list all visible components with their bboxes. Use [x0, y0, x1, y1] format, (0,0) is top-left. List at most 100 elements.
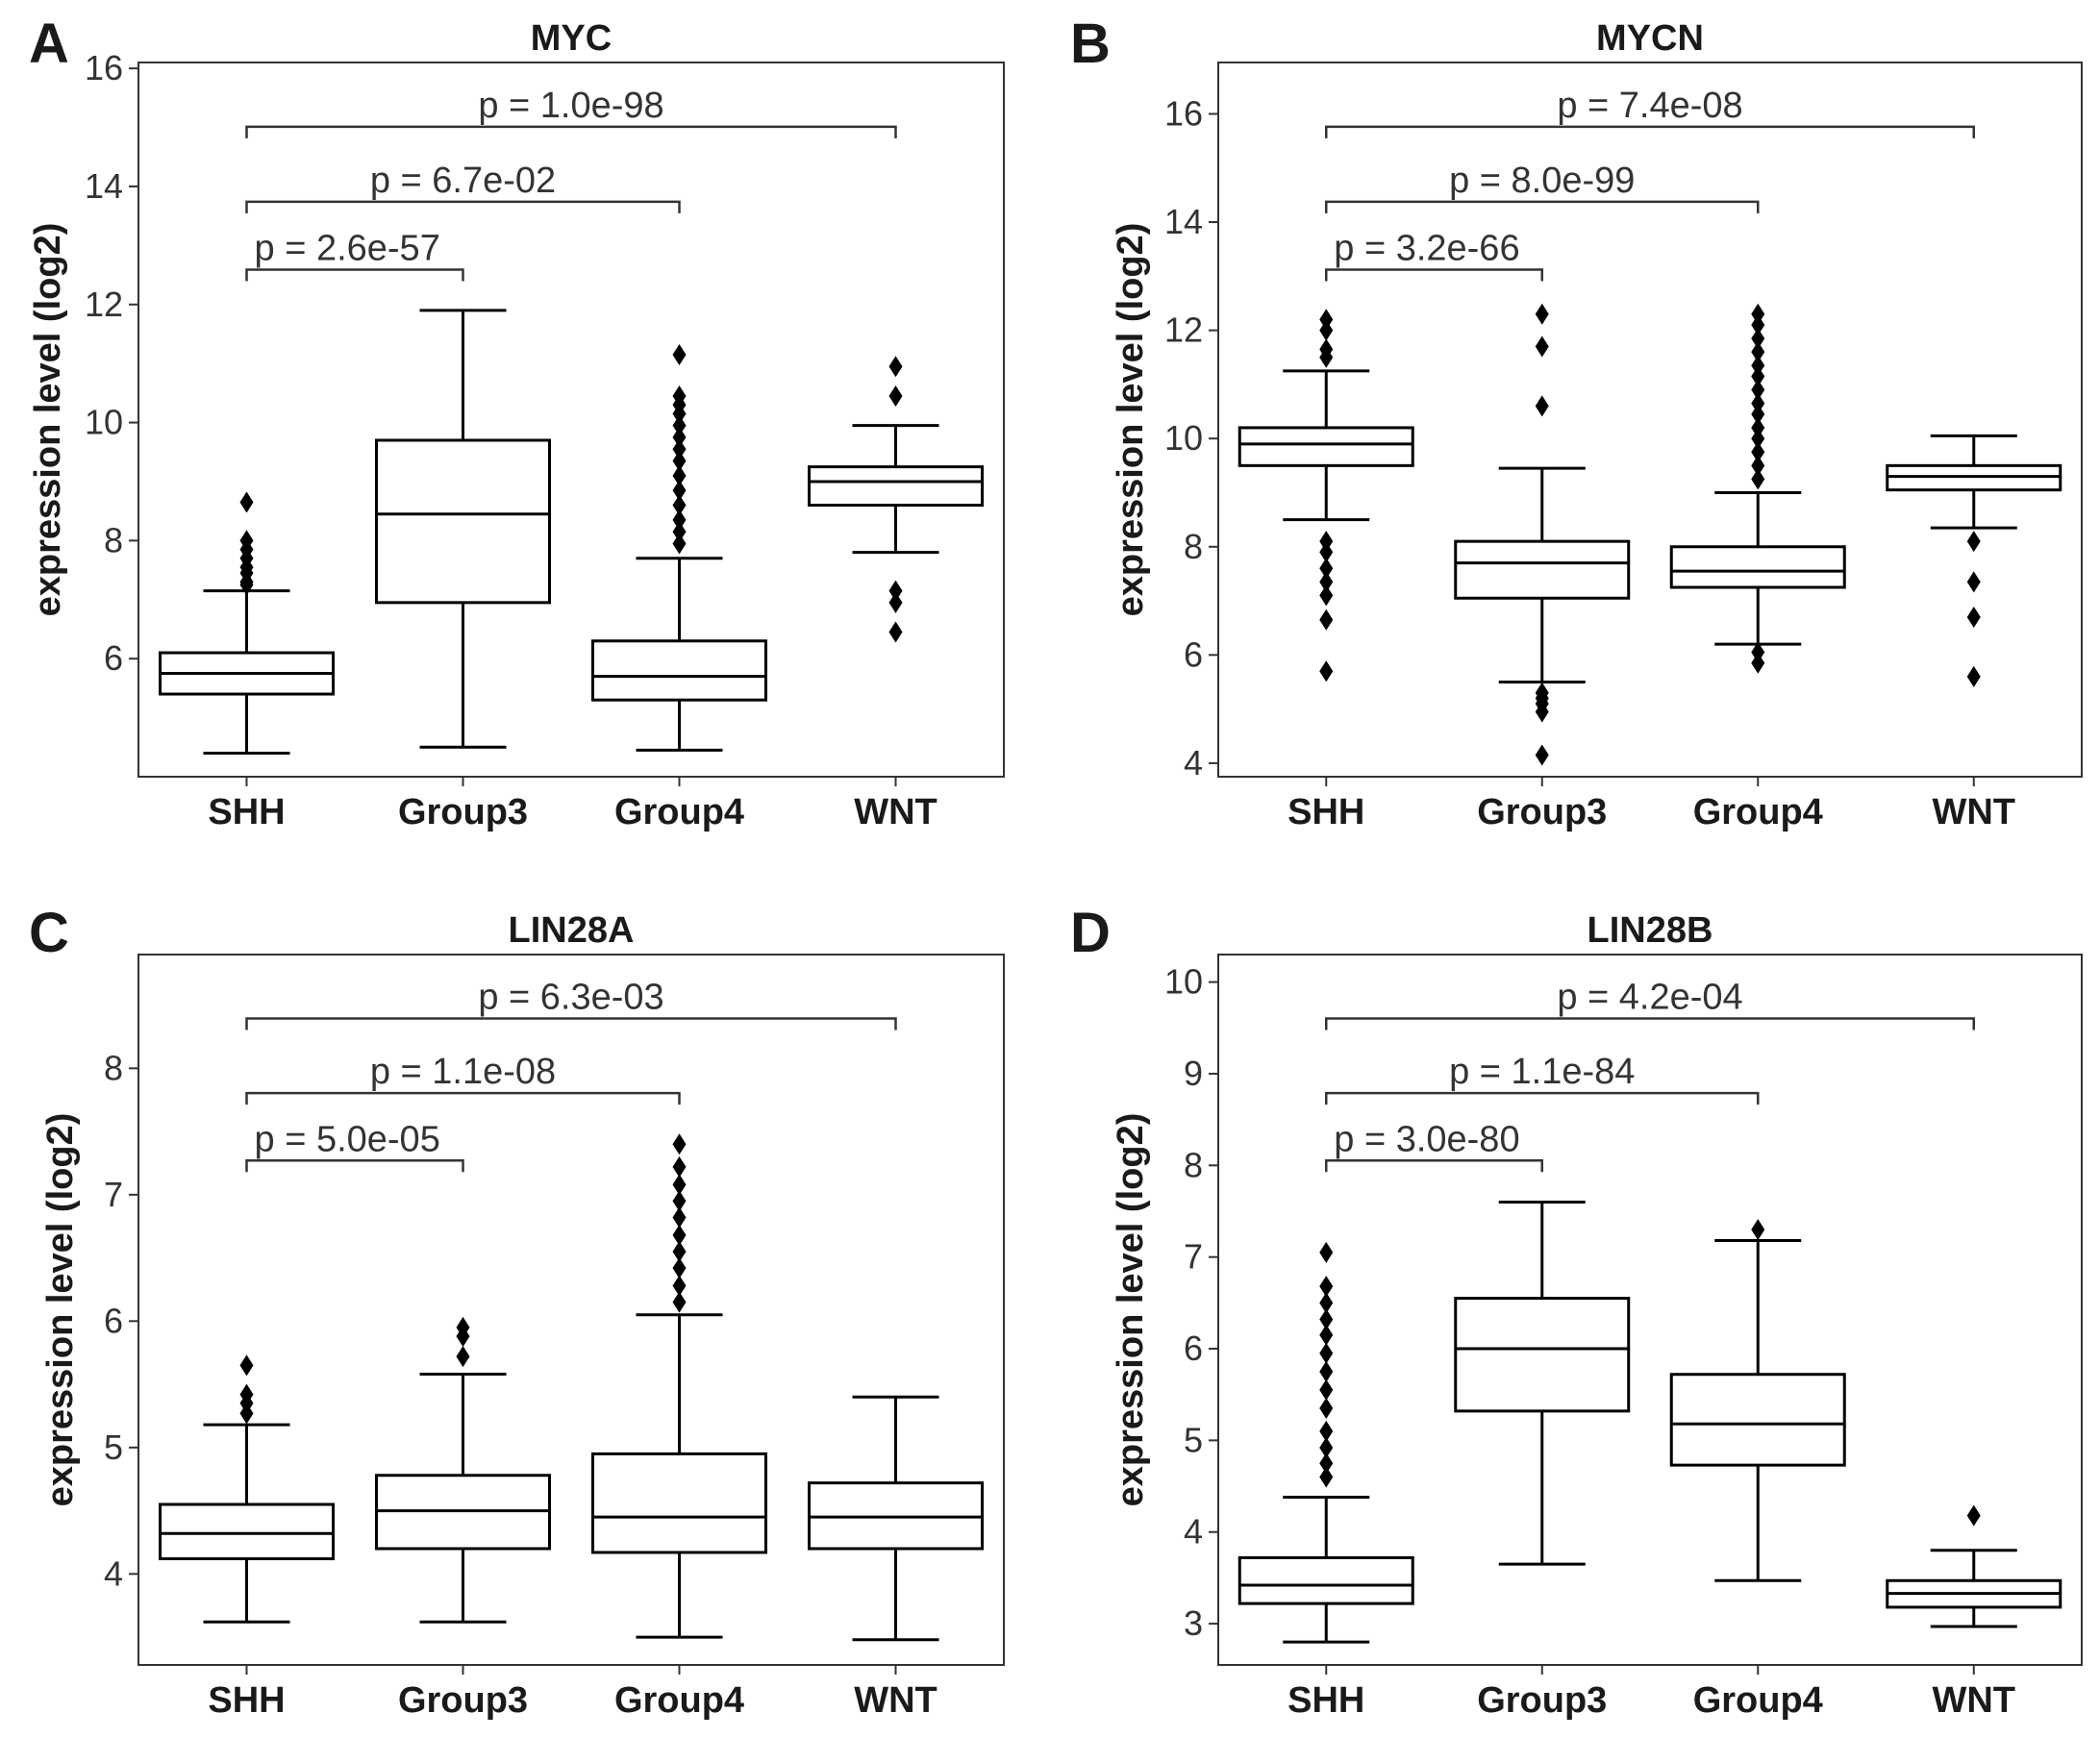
y-tick-label: 10 — [85, 403, 123, 442]
outlier-point — [672, 1257, 687, 1279]
iqr-box — [375, 438, 551, 605]
y-tick-label: 14 — [1164, 202, 1203, 241]
outlier-point — [888, 356, 903, 378]
outlier-point — [1751, 341, 1765, 363]
y-tick-label: 10 — [1164, 962, 1203, 1002]
outlier-point — [672, 1241, 687, 1263]
bracket-line — [1325, 1091, 1760, 1105]
panel-letter: D — [1070, 902, 1111, 964]
box-wnt — [808, 1395, 984, 1642]
outlier-point — [888, 591, 903, 613]
p-value-label: p = 6.3e-03 — [478, 978, 663, 1018]
y-tick-label: 8 — [1184, 527, 1203, 566]
comparison-bracket: p = 5.0e-05 — [245, 1119, 464, 1173]
outlier-point — [1751, 392, 1765, 414]
x-tick-label: Group4 — [614, 792, 744, 832]
outlier-point — [1319, 541, 1334, 563]
box-group3 — [1454, 303, 1631, 766]
outlier-point — [1319, 1324, 1334, 1346]
outlier-point — [239, 1354, 254, 1377]
y-tick-label: 8 — [104, 1048, 123, 1087]
x-tick-label: WNT — [854, 792, 938, 832]
y-tick-label: 14 — [85, 166, 123, 206]
outlier-point — [672, 1275, 687, 1297]
outlier-point — [1751, 328, 1765, 350]
p-value-label: p = 2.6e-57 — [255, 228, 440, 268]
y-tick-label: 16 — [1164, 93, 1203, 133]
outlier-point — [672, 414, 687, 436]
outlier-point — [1319, 1308, 1334, 1330]
iqr-box — [1454, 1297, 1631, 1413]
outlier-point — [1751, 441, 1765, 463]
comparison-bracket: p = 1.1e-08 — [245, 1052, 681, 1105]
y-tick-label: 4 — [1184, 743, 1203, 782]
iqr-box — [591, 1452, 767, 1554]
comparison-bracket: p = 8.0e-99 — [1325, 161, 1760, 213]
outlier-point — [1319, 1292, 1334, 1314]
y-tick-label: 4 — [1184, 1512, 1203, 1552]
y-tick-label: 12 — [1164, 310, 1203, 350]
iqr-box — [591, 639, 767, 702]
bracket-line — [245, 268, 464, 282]
outlier-point — [1751, 416, 1765, 438]
comparison-bracket: p = 1.1e-84 — [1325, 1052, 1760, 1105]
outlier-point — [1319, 608, 1334, 631]
y-tick-label: 7 — [104, 1175, 123, 1214]
box-wnt — [808, 356, 984, 643]
outlier-point — [1535, 744, 1549, 766]
bracket-line — [245, 1017, 897, 1030]
bracket-line — [245, 200, 681, 213]
outlier-point — [456, 1346, 470, 1368]
y-tick-label: 12 — [85, 285, 123, 324]
p-value-label: p = 6.7e-02 — [370, 161, 556, 201]
outlier-point — [672, 533, 687, 555]
comparison-bracket: p = 1.0e-98 — [245, 86, 897, 138]
comparison-bracket: p = 2.6e-57 — [245, 228, 464, 282]
outlier-point — [672, 1291, 687, 1313]
outlier-point — [1319, 1466, 1334, 1488]
box-wnt — [1886, 1504, 2062, 1628]
box-group3 — [375, 309, 551, 749]
panel-c: C LIN28A expression level (log2) 4 5 6 7 8 SHH Gr… — [29, 902, 1005, 1721]
bracket-line — [1325, 125, 1975, 138]
box-group3 — [375, 1316, 551, 1624]
outlier-point — [1319, 571, 1334, 593]
y-axis-label: expression level (log2) — [40, 1113, 81, 1507]
x-tick-label: SHH — [208, 1680, 285, 1721]
outlier-point — [1319, 531, 1334, 553]
outlier-point — [1751, 403, 1765, 425]
outlier-point — [1319, 1437, 1334, 1459]
x-tick-label: Group3 — [1477, 792, 1607, 832]
outlier-point — [672, 438, 687, 460]
p-value-label: p = 3.0e-80 — [1334, 1119, 1519, 1159]
p-value-label: p = 7.4e-08 — [1557, 86, 1742, 126]
outlier-point — [672, 494, 687, 516]
outlier-point — [1319, 1241, 1334, 1263]
outlier-point — [672, 450, 687, 472]
outlier-point — [1535, 682, 1549, 704]
panel-d: D LIN28B expression level (log2) 3 4 5 6 7 8 9 10 S… — [1070, 902, 2083, 1721]
plot-frame — [138, 62, 1005, 778]
chart-title: LIN28B — [1588, 910, 1713, 951]
outlier-point — [1319, 584, 1334, 607]
y-axis-label: expression level (log2) — [28, 223, 68, 617]
panel-letter: C — [29, 902, 69, 964]
y-tick-label: 5 — [1184, 1420, 1203, 1459]
bracket-line — [1325, 268, 1543, 282]
outlier-point — [1751, 365, 1765, 387]
outlier-point — [672, 1155, 687, 1178]
bracket-line — [1325, 200, 1760, 213]
bracket-line — [245, 1091, 681, 1105]
outlier-point — [1319, 1276, 1334, 1298]
outlier-point — [1319, 1360, 1334, 1382]
iqr-box — [1454, 539, 1631, 600]
outlier-point — [239, 491, 254, 513]
outlier-point — [239, 530, 254, 552]
outlier-point — [1319, 338, 1334, 360]
outlier-point — [1319, 319, 1334, 341]
y-tick-label: 10 — [1164, 418, 1203, 458]
plot-frame — [1217, 62, 2083, 778]
x-tick-label: Group3 — [1477, 1680, 1607, 1721]
iqr-box — [159, 1502, 335, 1561]
x-tick-label: Group3 — [398, 792, 528, 832]
